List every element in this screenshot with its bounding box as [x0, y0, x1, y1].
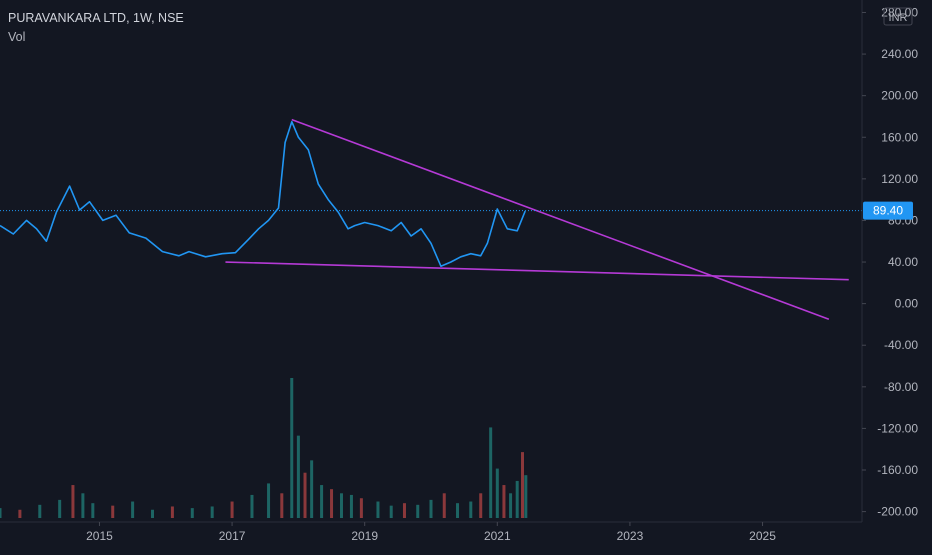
volume-bar [320, 485, 324, 518]
volume-bar [442, 493, 446, 518]
time-tick-label: 2015 [86, 529, 113, 543]
price-tick-label: 0.00 [895, 297, 919, 311]
volume-bar [330, 489, 334, 518]
price-tick-label: 40.00 [888, 255, 918, 269]
trendlines[interactable] [225, 118, 849, 320]
volume-bar [151, 509, 155, 518]
price-tick-label: -120.00 [877, 421, 918, 435]
time-tick-label: 2023 [617, 529, 644, 543]
support-trendline[interactable] [225, 261, 849, 281]
volume-bar [38, 504, 42, 518]
last-price-tag: 89.40 [863, 201, 913, 220]
time-tick-label: 2017 [219, 529, 246, 543]
volume-bar [250, 494, 254, 518]
volume-bars [0, 378, 528, 518]
price-line [0, 120, 526, 268]
volume-bar [416, 504, 420, 518]
volume-bar [524, 475, 528, 518]
volume-bar [170, 506, 174, 518]
volume-legend[interactable]: Vol [8, 30, 25, 44]
volume-bar [91, 503, 95, 518]
volume-bar [280, 493, 284, 518]
price-tick-label: 240.00 [881, 47, 918, 61]
currency-label: INR [889, 12, 908, 24]
volume-bar [290, 378, 294, 518]
price-tick-label: -80.00 [884, 380, 918, 394]
descending-trendline[interactable] [291, 118, 830, 320]
price-tick-label: -200.00 [877, 505, 918, 519]
volume-bar [521, 452, 525, 518]
volume-bar [339, 493, 343, 518]
volume-bar [18, 509, 22, 518]
volume-bar [190, 508, 194, 518]
volume-bar [376, 501, 380, 518]
volume-bar [509, 493, 513, 518]
time-tick-label: 2019 [351, 529, 378, 543]
volume-bar [469, 501, 473, 518]
time-axis[interactable]: 2015 2017 2019 2021 2023 2025 [86, 522, 776, 543]
volume-bar [429, 499, 433, 518]
volume-bar [303, 472, 307, 518]
volume-bar [81, 493, 85, 518]
volume-bar [210, 506, 214, 518]
price-tick-label: -40.00 [884, 338, 918, 352]
volume-bar [58, 499, 62, 518]
volume-bar [495, 468, 499, 518]
volume-bar [502, 485, 506, 518]
price-tick-label: 160.00 [881, 130, 918, 144]
volume-bar [71, 485, 75, 518]
volume-bar [359, 498, 363, 518]
volume-bar [389, 505, 393, 518]
volume-bar [111, 505, 115, 518]
volume-bar [489, 427, 493, 518]
price-tick-label: 200.00 [881, 89, 918, 103]
volume-bar [230, 501, 234, 518]
volume-bar [131, 501, 135, 518]
time-tick-label: 2025 [749, 529, 776, 543]
volume-bar [296, 435, 300, 518]
time-tick-label: 2021 [484, 529, 511, 543]
price-tick-label: -160.00 [877, 463, 918, 477]
currency-badge[interactable]: INR [883, 7, 913, 26]
symbol-title[interactable]: PURAVANKARA LTD, 1W, NSE [8, 11, 184, 25]
volume-bar [267, 483, 271, 518]
volume-bar [456, 503, 460, 518]
volume-bar [402, 503, 406, 518]
last-price-value: 89.40 [873, 204, 903, 218]
price-series [0, 120, 526, 268]
price-axis[interactable]: 280.00240.00200.00160.00120.0080.0040.00… [862, 5, 919, 519]
volume-bar [310, 460, 314, 518]
price-tick-label: 120.00 [881, 172, 918, 186]
price-tick-label: 280.00 [881, 5, 918, 19]
volume-bar [479, 493, 483, 518]
volume-bar [515, 480, 519, 518]
volume-bar [349, 494, 353, 518]
volume-bar [0, 508, 2, 518]
